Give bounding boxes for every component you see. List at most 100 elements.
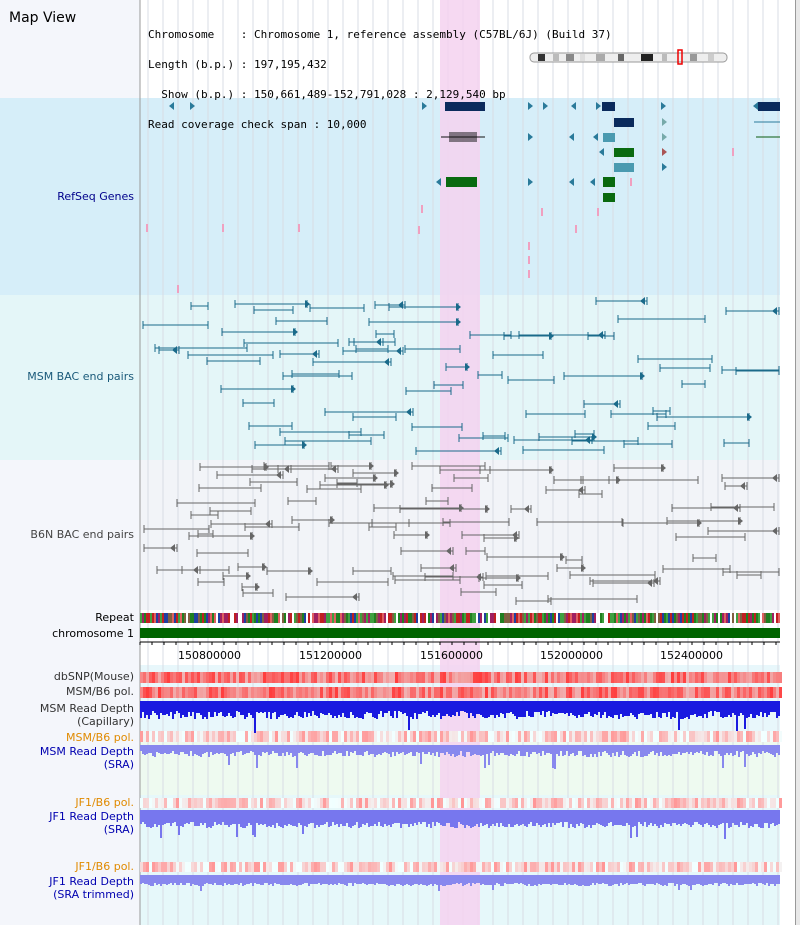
read-depth-bar (702, 810, 704, 827)
read-depth-bar (392, 875, 394, 885)
polymorphism-mark (512, 731, 515, 742)
polymorphism-mark (437, 862, 440, 872)
read-depth-bar (376, 875, 378, 883)
read-depth-bar (180, 810, 182, 826)
repeat-mark (464, 613, 466, 623)
repeat-mark (226, 613, 228, 623)
polymorphism-mark (755, 672, 758, 683)
repeat-mark (204, 613, 206, 623)
read-depth-bar (570, 810, 572, 824)
repeat-mark (526, 613, 528, 623)
msm-bac-label[interactable]: MSM BAC end pairs (27, 370, 134, 383)
polymorphism-mark (641, 672, 644, 683)
read-depth-bar (652, 701, 654, 718)
read-depth-bar (380, 810, 382, 826)
read-depth-bar (598, 745, 600, 752)
vertical-scrollbar[interactable] (795, 0, 800, 925)
polymorphism-mark (653, 672, 656, 683)
read-depth-bar (412, 875, 414, 885)
polymorphism-mark (368, 687, 371, 698)
read-depth-bar (346, 875, 348, 886)
polymorphism-mark (449, 687, 452, 698)
read-depth-bar (720, 701, 722, 717)
polymorphism-mark (536, 672, 539, 683)
read-depth-bar (400, 875, 402, 885)
polymorphism-mark (449, 798, 452, 808)
read-depth-bar (490, 745, 492, 753)
read-depth-bar (402, 701, 404, 714)
repeat-mark (286, 613, 288, 623)
read-depth-bar (446, 745, 448, 752)
polymorphism-mark (491, 687, 494, 698)
read-depth-bar (766, 701, 768, 717)
polymorphism-mark (227, 798, 230, 808)
polymorphism-mark (488, 862, 491, 872)
read-depth-bar (722, 875, 724, 883)
read-depth-bar (546, 745, 548, 753)
polymorphism-mark (170, 672, 173, 683)
read-depth-bar (728, 701, 730, 715)
read-depth-bar (404, 875, 406, 885)
refseq-genes-label[interactable]: RefSeq Genes (57, 190, 134, 203)
strand-arrow (425, 531, 430, 539)
read-depth-bar (620, 701, 622, 714)
polymorphism-mark (437, 731, 440, 742)
read-depth-bar (312, 810, 314, 823)
polymorphism-mark (263, 862, 266, 872)
read-depth-bar (762, 875, 764, 884)
polymorphism-mark (341, 687, 344, 698)
msm-b6-pol2-label: MSM/B6 pol. (66, 731, 134, 744)
polymorphism-mark (536, 862, 539, 872)
polymorphism-mark (203, 798, 206, 808)
polymorphism-mark (326, 687, 329, 698)
read-depth-bar (778, 745, 780, 755)
read-depth-bar (214, 810, 216, 822)
repeat-mark (502, 613, 504, 623)
read-depth-bar (524, 875, 526, 885)
polymorphism-mark (149, 798, 152, 808)
polymorphism-mark (743, 862, 746, 872)
read-depth-bar (294, 810, 296, 826)
polymorphism-mark (584, 672, 587, 683)
polymorphism-mark (149, 731, 152, 742)
read-depth-bar (676, 810, 678, 825)
read-depth-bar (388, 701, 390, 711)
read-depth-bar (226, 745, 228, 756)
read-depth-bar (734, 745, 736, 755)
strand-arrow (549, 332, 554, 340)
read-depth-bar (672, 810, 674, 823)
strand-arrow (596, 102, 601, 110)
read-depth-bar (354, 701, 356, 718)
polymorphism-mark (296, 672, 299, 683)
polymorphism-mark (350, 672, 353, 683)
polymorphism-mark (674, 731, 677, 742)
read-depth-bar (302, 875, 304, 884)
read-depth-bar (634, 745, 636, 752)
read-depth-bar (666, 701, 668, 717)
polymorphism-mark (311, 798, 314, 808)
read-depth-bar (276, 745, 278, 753)
repeat-mark (488, 613, 490, 623)
read-depth-bar (226, 701, 228, 716)
polymorphism-mark (617, 672, 620, 683)
polymorphism-mark (398, 731, 401, 742)
repeat-mark (728, 613, 730, 623)
read-depth-bar (684, 875, 686, 884)
read-depth-bar (638, 875, 640, 883)
repeat-mark (746, 613, 748, 623)
polymorphism-mark (368, 862, 371, 872)
read-depth-bar (728, 875, 730, 886)
read-depth-bar (404, 701, 406, 713)
polymorphism-mark (650, 731, 653, 742)
repeat-mark (276, 613, 278, 623)
polymorphism-mark (539, 672, 542, 683)
read-depth-bar (434, 810, 436, 826)
read-depth-bar (398, 701, 400, 711)
read-depth-bar (428, 875, 430, 885)
b6n-bac-label[interactable]: B6N BAC end pairs (30, 528, 134, 541)
read-depth-bar (476, 810, 478, 824)
read-depth-bar (442, 875, 444, 886)
read-depth-bar (386, 701, 388, 713)
repeat-mark (318, 613, 320, 623)
